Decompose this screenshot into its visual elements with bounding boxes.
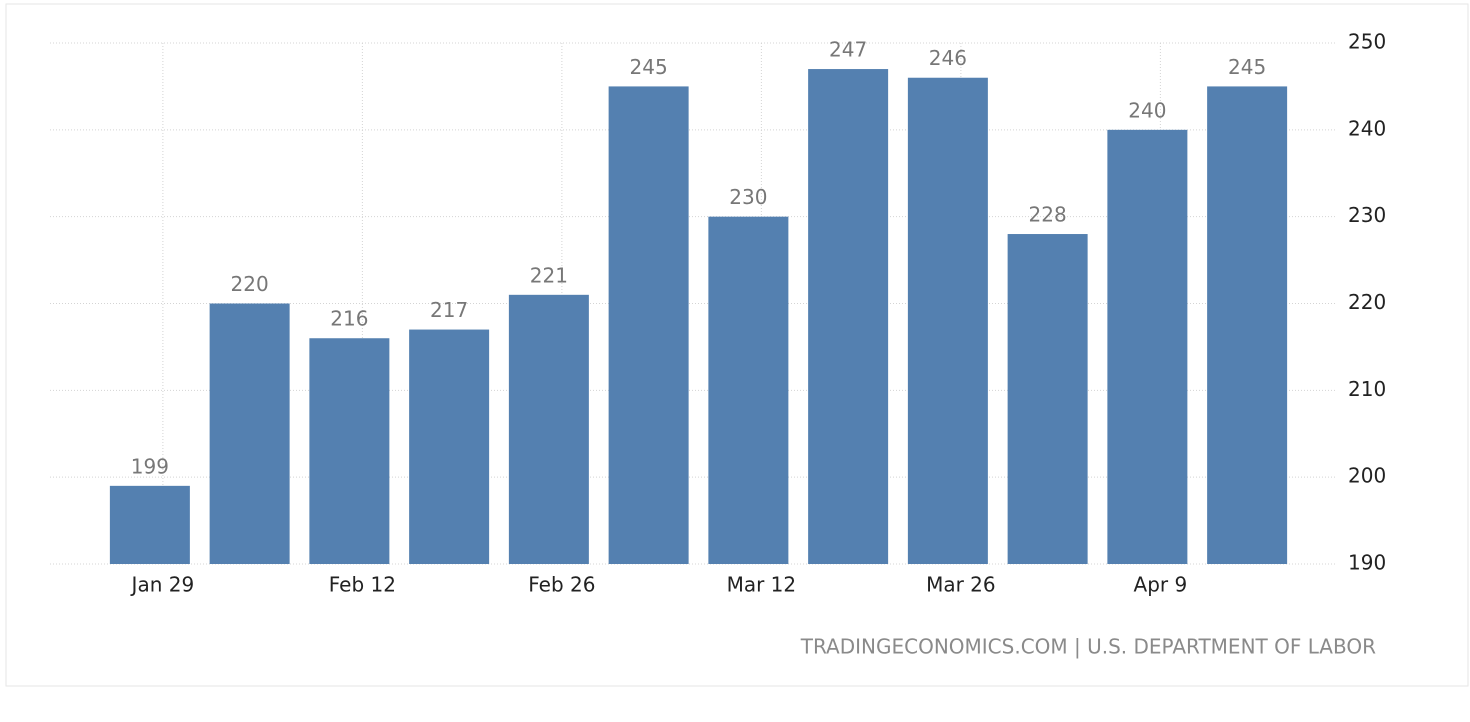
x-tick-label: Feb 26 [528, 573, 595, 597]
x-tick-label: Mar 12 [727, 573, 797, 597]
bar [209, 303, 290, 564]
y-tick-label: 240 [1348, 116, 1386, 140]
value-label: 245 [1228, 55, 1266, 79]
value-label: 240 [1128, 98, 1166, 122]
value-label: 246 [929, 46, 967, 70]
y-tick-label: 200 [1348, 464, 1386, 488]
value-label: 220 [231, 272, 269, 296]
x-tick-label: Jan 29 [130, 573, 195, 597]
bar [409, 329, 490, 564]
source: TRADINGECONOMICS.COM | U.S. DEPARTMENT O… [800, 635, 1376, 659]
bar [1207, 86, 1288, 565]
y-tick-label: 250 [1348, 30, 1386, 54]
x-tick-label: Apr 9 [1134, 573, 1188, 597]
y-tick-label: 220 [1348, 290, 1386, 314]
bar [1107, 129, 1188, 565]
frame [5, 3, 1469, 687]
value-label: 199 [131, 454, 169, 478]
x-tick-label: Mar 26 [926, 573, 996, 597]
bar [608, 86, 689, 565]
bar [708, 216, 789, 564]
value-label: 216 [330, 307, 368, 331]
y-tick-label: 210 [1348, 377, 1386, 401]
x-tick-label: Feb 12 [329, 573, 396, 597]
value-label: 228 [1029, 203, 1067, 227]
bar [109, 485, 190, 564]
y-tick-label: 230 [1348, 203, 1386, 227]
bar [508, 294, 589, 564]
value-label: 245 [630, 55, 668, 79]
bar [808, 69, 889, 565]
y-tick-label: 190 [1348, 551, 1386, 575]
value-label: 247 [829, 38, 867, 62]
bar [907, 77, 988, 564]
value-label: 230 [729, 185, 767, 209]
value-label: 221 [530, 263, 568, 287]
bar [309, 338, 390, 564]
value-label: 217 [430, 298, 468, 322]
bar [1007, 234, 1088, 565]
